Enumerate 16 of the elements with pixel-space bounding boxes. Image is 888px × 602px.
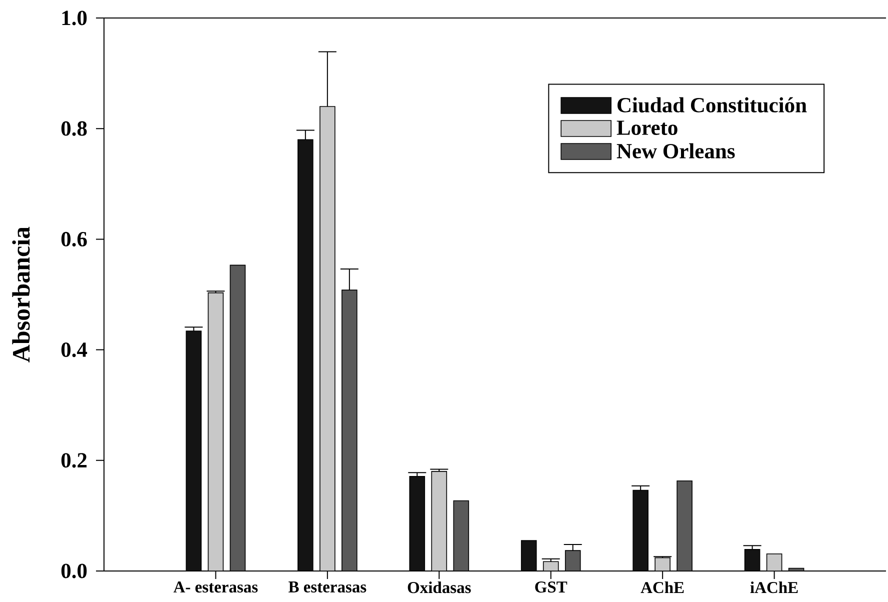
- x-tick-label: Oxidasas: [408, 582, 471, 594]
- x-tick-label: AChE: [640, 582, 684, 594]
- x-tick-label: GST: [535, 582, 568, 593]
- y-axis-title: Absorbancia: [12, 226, 30, 362]
- y-tick-label: 1.0: [62, 10, 87, 26]
- x-tick-label: A- esterasas: [173, 582, 258, 593]
- x-tick-label: iAChE: [750, 582, 798, 594]
- legend-label: New Orleans: [616, 143, 735, 158]
- y-tick-label: 0.2: [61, 453, 87, 468]
- y-tick-label: 0.8: [61, 121, 87, 136]
- x-tick-label: B esterasas: [288, 582, 366, 592]
- y-tick-label: 0.0: [61, 564, 87, 578]
- y-tick-label: 0.6: [61, 232, 87, 246]
- legend-label: Ciudad Constitución: [618, 97, 807, 112]
- legend-label: Loreto: [616, 120, 678, 135]
- y-tick-label: 0.4: [61, 342, 88, 358]
